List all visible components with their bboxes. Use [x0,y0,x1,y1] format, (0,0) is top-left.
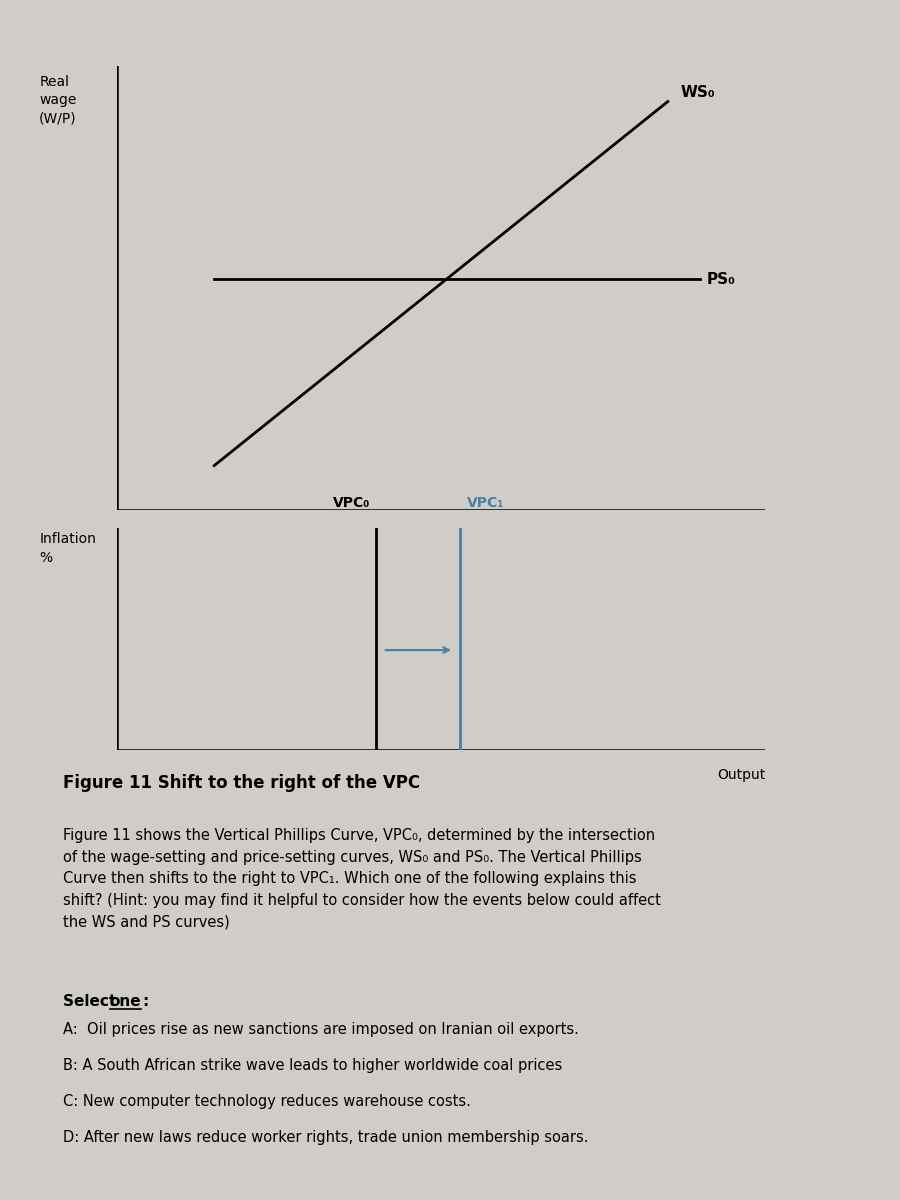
Text: :: : [142,994,148,1008]
Text: VPC₁: VPC₁ [467,497,504,510]
Text: C: New computer technology reduces warehouse costs.: C: New computer technology reduces wareh… [63,1094,471,1109]
Text: A:  Oil prices rise as new sanctions are imposed on Iranian oil exports.: A: Oil prices rise as new sanctions are … [63,1022,579,1037]
Text: PS₀: PS₀ [706,271,735,287]
Text: WS₀: WS₀ [680,85,716,100]
Text: Output: Output [716,528,765,541]
Text: Output: Output [716,768,765,781]
Text: Figure 11 Shift to the right of the VPC: Figure 11 Shift to the right of the VPC [63,774,420,792]
Text: Inflation
%: Inflation % [40,533,96,565]
Text: Real
wage
(W/P): Real wage (W/P) [40,74,76,126]
Text: Select: Select [63,994,122,1008]
Text: one: one [110,994,141,1008]
Text: VPC₀: VPC₀ [332,497,370,510]
Text: B: A South African strike wave leads to higher worldwide coal prices: B: A South African strike wave leads to … [63,1058,562,1073]
Text: Figure 11 shows the Vertical Phillips Curve, VPC₀, determined by the intersectio: Figure 11 shows the Vertical Phillips Cu… [63,828,661,929]
Text: D: After new laws reduce worker rights, trade union membership soars.: D: After new laws reduce worker rights, … [63,1130,589,1145]
